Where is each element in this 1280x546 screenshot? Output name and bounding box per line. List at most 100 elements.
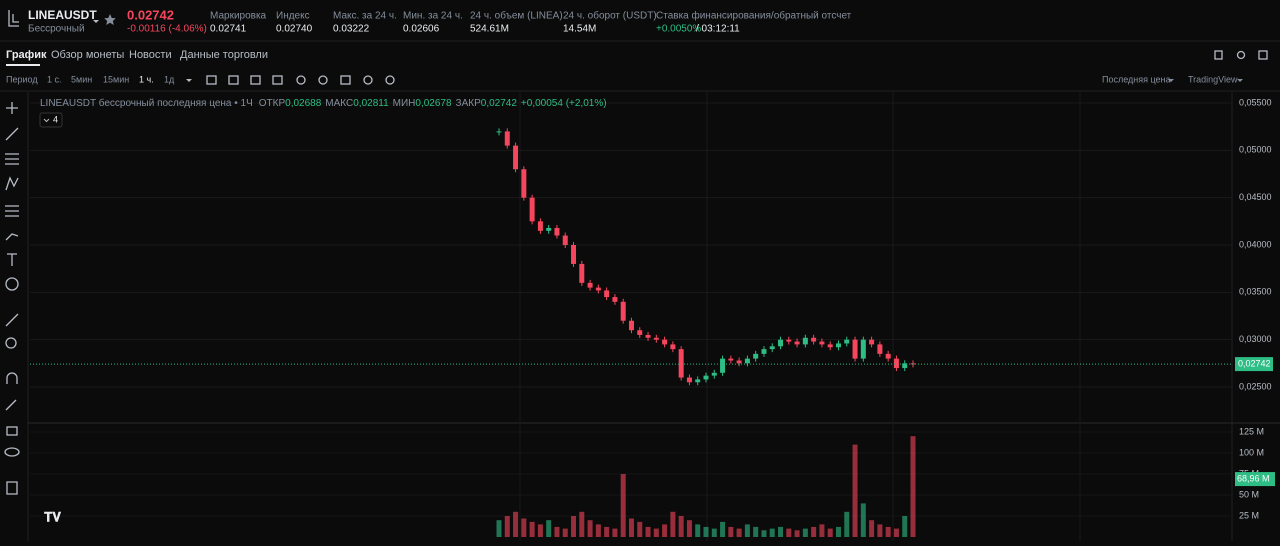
funding-rate: +0.0050%	[656, 24, 701, 35]
period-label: Период	[6, 74, 38, 84]
candle	[711, 372, 717, 376]
candle	[885, 353, 891, 359]
candle	[852, 339, 858, 359]
candle	[554, 227, 560, 236]
volume-bar	[711, 528, 717, 537]
candle	[537, 221, 543, 231]
volume-bar	[744, 524, 750, 537]
volume-bar	[670, 511, 676, 537]
legend-title: LINEAUSDT бессрочный последняя цена • 1Ч	[40, 97, 253, 109]
candle	[811, 337, 817, 342]
indicator-count: 4	[53, 114, 58, 124]
tab[interactable]: Обзор монеты	[51, 49, 124, 61]
candle	[496, 131, 502, 133]
legend-value: 0,02678	[415, 98, 452, 109]
candle	[877, 344, 883, 354]
toolbar-icons	[206, 75, 395, 85]
stat-label: Макс. за 24 ч.	[333, 11, 397, 22]
interval[interactable]: 1д	[164, 74, 175, 84]
contract: Бессрочный	[28, 24, 85, 35]
interval[interactable]: 5мин	[71, 74, 92, 84]
volume-bar	[877, 524, 883, 537]
candle	[670, 344, 676, 350]
funding-countdown: / 03:12:11	[696, 24, 740, 35]
interval-dropdown[interactable]	[186, 79, 192, 82]
candle	[802, 337, 808, 345]
legend-label: МИН	[393, 98, 416, 109]
drawing-tools[interactable]	[4, 102, 20, 495]
dropdown-icon[interactable]	[93, 20, 99, 23]
candle	[695, 379, 701, 383]
candle	[504, 131, 510, 146]
volume-bar	[554, 526, 560, 537]
volume-bar	[562, 528, 568, 537]
volume-bar	[852, 444, 858, 537]
candle	[604, 290, 610, 298]
tv-logo: 𝐓𝐕	[44, 509, 61, 524]
last-volume-tag	[1235, 472, 1275, 487]
candle	[521, 169, 527, 198]
volume-bar	[620, 474, 626, 537]
volume-bar	[819, 524, 825, 537]
stat-value: 0.02606	[403, 24, 440, 35]
volume-bar	[794, 530, 800, 537]
volume-bar	[728, 526, 734, 537]
volume-bar	[761, 530, 767, 537]
view-mode[interactable]: TradingView	[1188, 74, 1238, 84]
candle	[844, 339, 850, 344]
candle	[595, 287, 601, 291]
candle	[571, 245, 577, 264]
candle	[703, 375, 709, 380]
volume-bar	[653, 528, 659, 537]
volume-bar	[604, 526, 610, 537]
candle	[893, 358, 899, 369]
volume-bar	[537, 524, 543, 537]
volume-bar	[902, 516, 908, 537]
interval[interactable]: 1 с.	[47, 74, 62, 84]
legend-change: +0,00054 (+2,01%)	[521, 98, 607, 109]
indicator-badge[interactable]	[39, 112, 63, 128]
time-grid	[519, 92, 1081, 541]
volume-bar	[893, 528, 899, 537]
volume-tick-label: 100 M	[1239, 447, 1264, 457]
candle	[819, 341, 825, 345]
candle	[827, 344, 833, 348]
volume-bar	[587, 520, 593, 537]
y-tick-label: 0,04500	[1239, 192, 1272, 202]
legend-label: ОТКР	[259, 98, 286, 109]
legend-label: МАКС	[325, 98, 353, 109]
last-price-label: 0,02742	[1238, 358, 1271, 368]
volume-bar	[753, 526, 759, 537]
price-mode[interactable]: Последняя цена	[1102, 74, 1171, 84]
candle	[637, 330, 643, 335]
last-volume-label: 68,96 M	[1237, 473, 1270, 483]
candle	[728, 358, 734, 361]
interval[interactable]: 15мин	[103, 74, 129, 84]
candle	[786, 339, 792, 342]
stat-label: 24 ч. объем (LINEA)	[470, 10, 563, 22]
volume-bar	[529, 521, 535, 537]
volume-bar	[802, 528, 808, 537]
candle	[678, 349, 684, 378]
candle	[902, 363, 908, 369]
symbol[interactable]: LINEAUSDT	[28, 8, 97, 22]
tab[interactable]: Данные торговли	[180, 49, 268, 61]
interval[interactable]: 1 ч.	[139, 74, 154, 84]
favorite-icon[interactable]	[104, 14, 116, 25]
volume-tick-label: 50 M	[1239, 489, 1259, 499]
candle	[662, 339, 668, 345]
tab[interactable]: Новости	[129, 49, 172, 61]
candle	[686, 377, 692, 383]
legend-value: 0,02742	[481, 98, 518, 109]
y-tick-label: 0,03000	[1239, 334, 1272, 344]
tab[interactable]: График	[6, 49, 47, 61]
volume-bar	[736, 528, 742, 537]
volume-bar	[546, 520, 552, 537]
candle	[645, 334, 651, 338]
stat-label: Маркировка	[210, 11, 267, 22]
candle	[794, 341, 800, 345]
stat-value: 524.61M	[470, 24, 509, 35]
volume-bar	[769, 528, 775, 537]
volume-bar	[628, 518, 634, 537]
